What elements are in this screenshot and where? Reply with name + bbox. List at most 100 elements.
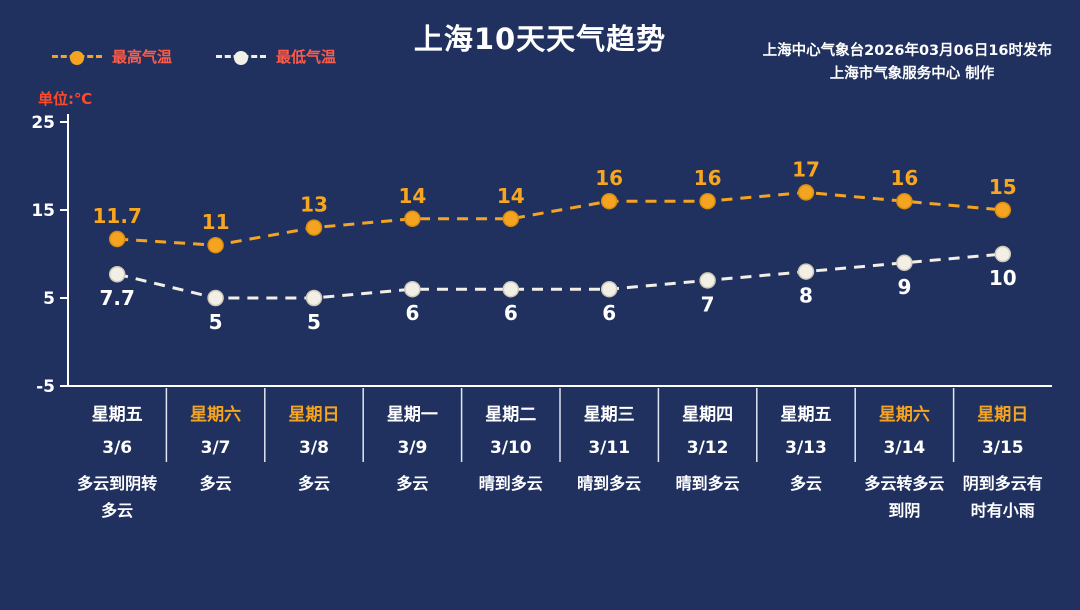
day-date-label: 3/14 (883, 438, 926, 458)
day-column: 星期六 3/7 多云 (166, 394, 264, 610)
day-week-label: 星期二 (485, 405, 537, 425)
day-date-label: 3/15 (981, 438, 1024, 458)
day-week-label: 星期日 (288, 405, 340, 425)
day-weather-label: 多云 (199, 474, 232, 493)
day-date-label: 3/10 (489, 438, 532, 458)
value-label-min: 6 (504, 301, 518, 325)
value-label-max: 14 (398, 184, 426, 208)
day-date-label: 3/12 (686, 438, 729, 458)
data-point-min (207, 289, 224, 307)
day-weather-label: 多云转多云到阴 (864, 474, 945, 520)
data-point-min (108, 265, 126, 283)
legend-item-min: 最低气温 (216, 46, 336, 67)
value-label-max: 11 (202, 210, 230, 234)
value-label-min: 6 (405, 301, 419, 325)
data-point-min (896, 254, 913, 272)
data-point-max (207, 236, 224, 254)
value-label-min: 9 (897, 275, 911, 299)
day-week-label: 星期一 (386, 405, 438, 425)
day-date-label: 3/11 (588, 438, 631, 458)
value-label-max: 16 (595, 166, 623, 190)
day-weather-label: 晴到多云 (478, 474, 543, 493)
day-weather-label: 晴到多云 (577, 474, 642, 493)
legend-dot (70, 51, 84, 65)
day-column: 星期二 3/10 晴到多云 (462, 394, 560, 610)
data-point-max (305, 219, 323, 236)
unit-label: 单位:℃ (38, 90, 93, 108)
value-label-max: 16 (890, 166, 918, 190)
value-label-max: 11.7 (93, 204, 142, 228)
day-week-label: 星期六 (878, 405, 930, 425)
data-point-min (502, 280, 520, 298)
day-weather-label: 阴到多云有时有小雨 (962, 474, 1043, 520)
data-point-max (108, 230, 126, 248)
day-weather-label: 多云 (396, 474, 429, 493)
day-weather-label: 多云 (789, 474, 822, 493)
legend-label: 最高气温 (112, 48, 173, 66)
y-tick-label: 15 (31, 201, 55, 221)
value-label-max: 16 (694, 166, 722, 190)
day-week-label: 星期日 (977, 405, 1029, 425)
day-date-label: 3/8 (299, 438, 329, 458)
source-line-1: 上海中心气象台2026年03月06日16时发布 (762, 43, 1052, 59)
data-point-max (797, 184, 815, 201)
data-point-max (404, 210, 421, 228)
data-point-max (994, 201, 1012, 219)
day-date-label: 3/6 (102, 438, 133, 458)
y-tick-label: 5 (43, 289, 55, 309)
data-point-max (699, 192, 716, 210)
day-column: 星期四 3/12 晴到多云 (658, 394, 756, 610)
day-week-label: 星期五 (780, 405, 832, 425)
value-label-min: 5 (209, 310, 223, 334)
day-date-label: 3/9 (397, 438, 428, 458)
y-tick-label: 25 (31, 113, 55, 133)
legend-dot (234, 51, 249, 65)
day-week-label: 星期三 (583, 405, 635, 425)
value-label-min: 7 (701, 292, 715, 316)
value-label-min: 8 (799, 284, 813, 308)
day-column: 星期三 3/11 晴到多云 (560, 394, 658, 610)
day-weather-label: 多云 (297, 474, 330, 493)
day-column: 星期六 3/14 多云转多云到阴 (855, 394, 953, 610)
day-column: 星期日 3/8 多云 (265, 394, 363, 610)
data-point-min (305, 289, 323, 307)
value-label-max: 13 (300, 193, 328, 217)
data-point-max (502, 210, 520, 228)
day-weather-label: 多云到阴转多云 (77, 474, 158, 520)
legend-label: 最低气温 (276, 48, 337, 66)
day-date-label: 3/7 (200, 438, 231, 458)
day-column: 星期日 3/15 阴到多云有时有小雨 (954, 394, 1052, 610)
day-week-label: 星期五 (91, 405, 143, 425)
legend-line (52, 51, 102, 65)
series-line-max (117, 190, 1003, 247)
data-point-max (600, 192, 618, 210)
data-point-min (600, 280, 618, 298)
day-week-label: 星期四 (682, 405, 734, 425)
day-column: 星期一 3/9 多云 (363, 394, 461, 610)
value-label-min: 10 (989, 266, 1017, 290)
value-label-max: 15 (989, 175, 1017, 199)
series-line-min (116, 252, 1003, 300)
data-point-min (994, 245, 1012, 263)
day-week-label: 星期六 (190, 405, 242, 425)
chart-legend: 最高气温 最低气温 (52, 46, 336, 67)
data-point-min (404, 280, 421, 298)
value-label-max: 17 (792, 157, 820, 181)
y-tick-label: -5 (36, 377, 55, 397)
legend-item-max: 最高气温 (52, 46, 172, 67)
day-weather-label: 晴到多云 (675, 474, 740, 493)
value-label-min: 7.7 (99, 286, 134, 310)
data-point-min (699, 272, 716, 289)
legend-line (216, 51, 267, 65)
value-label-max: 14 (497, 184, 525, 208)
day-date-label: 3/13 (785, 438, 827, 458)
source-info: 上海中心气象台2026年03月06日16时发布 上海市气象服务中心 制作 (712, 40, 1052, 86)
value-label-min: 5 (307, 310, 321, 334)
data-point-max (896, 192, 913, 210)
source-line-2: 上海市气象服务中心 制作 (829, 66, 995, 82)
day-column: 星期五 3/6 多云到阴转多云 (68, 394, 166, 610)
data-point-min (797, 263, 815, 280)
day-columns: 星期五 3/6 多云到阴转多云 星期六 3/7 多云 星期日 3/8 多云 星期一 3/9 多云 星期二… (0, 394, 1080, 610)
